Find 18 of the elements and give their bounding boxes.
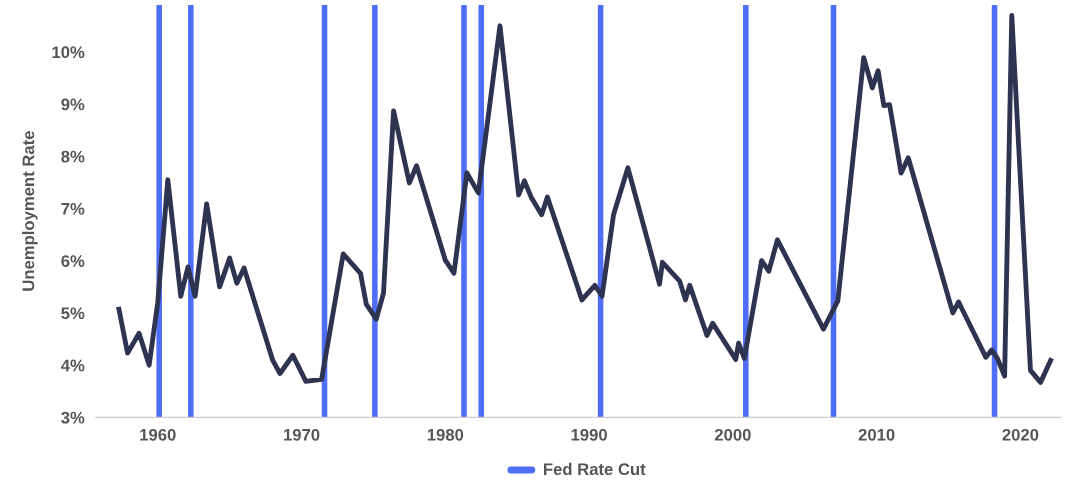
y-tick-label: 3%: [61, 411, 85, 424]
y-tick-label: 10%: [52, 46, 85, 59]
y-tick-label: 8%: [61, 150, 85, 163]
y-axis-title: Unemployment Rate: [22, 131, 38, 291]
y-tick-label: 4%: [60, 359, 85, 372]
x-tick-label: 2000: [714, 428, 751, 441]
y-tick-label: 5%: [61, 307, 85, 320]
x-tick-label: 1970: [284, 428, 320, 441]
y-tick-label: 7%: [61, 202, 85, 215]
line-series: [116, 12, 1054, 385]
x-tick-label: 1990: [571, 428, 607, 441]
y-tick-label: 6%: [61, 255, 85, 267]
x-tick-label: 1960: [140, 428, 176, 441]
legend-label: Fed Rate Cut: [544, 462, 646, 476]
x-tick-label: 1980: [427, 428, 464, 441]
y-tick-label: 9%: [61, 98, 85, 111]
x-tick-label: 2010: [858, 428, 895, 441]
x-tick-label: 2020: [1002, 428, 1039, 441]
